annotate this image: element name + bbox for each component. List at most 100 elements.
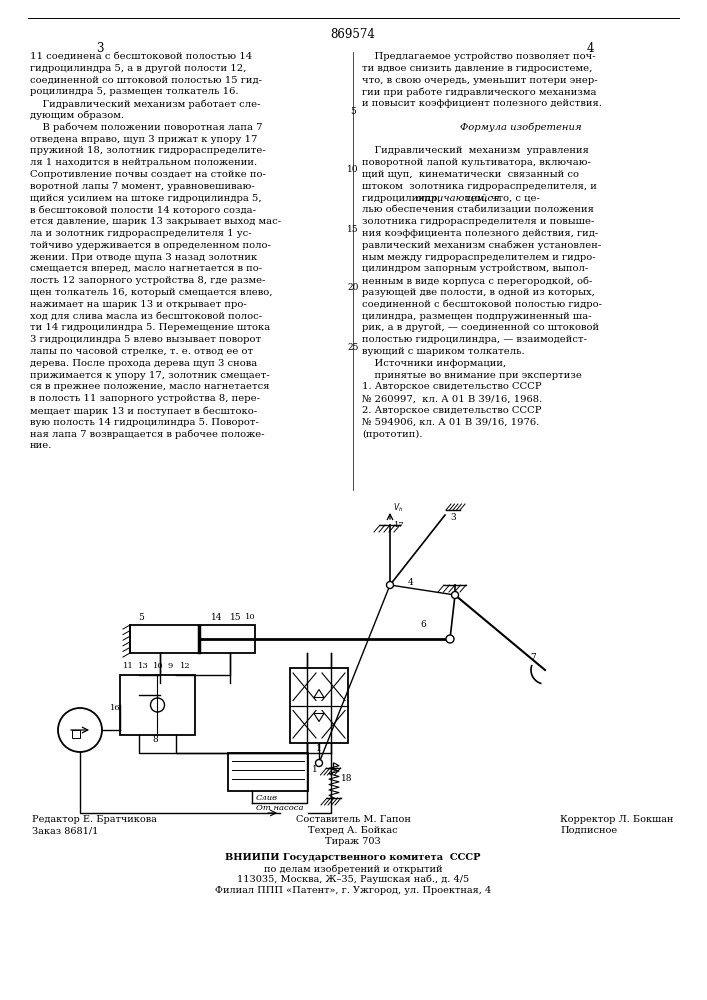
- Text: по делам изобретений и открытий: по делам изобретений и открытий: [264, 864, 443, 874]
- Text: ла и золотник гидрораспределителя 1 ус-: ла и золотник гидрораспределителя 1 ус-: [30, 229, 252, 238]
- Text: соединенной с бесштоковой полостью гидро-: соединенной с бесштоковой полостью гидро…: [362, 300, 602, 309]
- Text: 8: 8: [153, 735, 158, 744]
- Text: цилиндром запорным устройством, выпол-: цилиндром запорным устройством, выпол-: [362, 264, 588, 273]
- Text: гидроцилиндр,: гидроцилиндр,: [362, 194, 444, 203]
- Text: 1. Авторское свидетельство СССР: 1. Авторское свидетельство СССР: [362, 382, 542, 391]
- Text: ВНИИПИ Государственного комитета  СССР: ВНИИПИ Государственного комитета СССР: [226, 853, 481, 862]
- Text: 13: 13: [138, 662, 148, 670]
- Text: щен толкатель 16, который смещается влево,: щен толкатель 16, который смещается влев…: [30, 288, 272, 297]
- Text: Гидравлический механизм работает сле-: Гидравлический механизм работает сле-: [30, 99, 260, 109]
- Text: лапы по часовой стрелке, т. е. отвод ее от: лапы по часовой стрелке, т. е. отвод ее …: [30, 347, 253, 356]
- Text: гидроцилиндра 5, а в другой полости 12,: гидроцилиндра 5, а в другой полости 12,: [30, 64, 246, 73]
- Text: Филиал ППП «Патент», г. Ужгород, ул. Проектная, 4: Филиал ППП «Патент», г. Ужгород, ул. Про…: [215, 886, 491, 895]
- Text: 3: 3: [450, 513, 455, 522]
- Text: дующим образом.: дующим образом.: [30, 111, 124, 120]
- Bar: [72, 730, 80, 738]
- Text: 4: 4: [407, 578, 414, 587]
- Text: вую полость 14 гидроцилиндра 5. Поворот-: вую полость 14 гидроцилиндра 5. Поворот-: [30, 418, 259, 427]
- Text: От насоса: От насоса: [256, 804, 303, 812]
- Bar: [130, 625, 255, 653]
- Text: ется давление, шарик 13 закрывает выход мас-: ется давление, шарик 13 закрывает выход …: [30, 217, 281, 226]
- Text: 1: 1: [312, 765, 317, 774]
- Circle shape: [387, 582, 394, 588]
- Text: № 260997,  кл. А 01 В 39/16, 1968.: № 260997, кл. А 01 В 39/16, 1968.: [362, 394, 542, 403]
- Text: ным между гидрораспределителем и гидро-: ным между гидрораспределителем и гидро-: [362, 253, 595, 262]
- Text: ся в прежнее положение, масло нагнетается: ся в прежнее положение, масло нагнетаетс…: [30, 382, 269, 391]
- Text: тем, что, с це-: тем, что, с це-: [462, 194, 540, 203]
- Text: соединенной со штоковой полостью 15 гид-: соединенной со штоковой полостью 15 гид-: [30, 76, 262, 85]
- Text: 2. Авторское свидетельство СССР: 2. Авторское свидетельство СССР: [362, 406, 542, 415]
- Text: ния коэффициента полезного действия, гид-: ния коэффициента полезного действия, гид…: [362, 229, 598, 238]
- Text: 6: 6: [420, 620, 426, 629]
- Text: дерева. После прохода дерева щуп 3 снова: дерева. После прохода дерева щуп 3 снова: [30, 359, 257, 368]
- Text: 15: 15: [230, 613, 242, 622]
- Text: смещается вперед, масло нагнетается в по-: смещается вперед, масло нагнетается в по…: [30, 264, 262, 273]
- Text: 14: 14: [211, 613, 223, 622]
- Text: ля 1 находится в нейтральном положении.: ля 1 находится в нейтральном положении.: [30, 158, 257, 167]
- Text: ние.: ние.: [30, 441, 52, 450]
- Text: ненным в виде корпуса с перегородкой, об-: ненным в виде корпуса с перегородкой, об…: [362, 276, 592, 286]
- Text: в бесштоковой полости 14 которого созда-: в бесштоковой полости 14 которого созда-: [30, 205, 256, 215]
- Text: в полость 11 запорного устройства 8, пере-: в полость 11 запорного устройства 8, пер…: [30, 394, 260, 403]
- Text: Техред А. Бойкас: Техред А. Бойкас: [308, 826, 398, 835]
- Bar: [228, 753, 308, 791]
- Text: ход для слива масла из бесштоковой полос-: ход для слива масла из бесштоковой полос…: [30, 312, 262, 321]
- Text: 11: 11: [123, 662, 134, 670]
- Text: что, в свою очередь, уменьшит потери энер-: что, в свою очередь, уменьшит потери эне…: [362, 76, 597, 85]
- Text: воротной лапы 7 момент, уравновешиваю-: воротной лапы 7 момент, уравновешиваю-: [30, 182, 255, 191]
- Text: Источники информации,: Источники информации,: [362, 359, 506, 368]
- Text: роцилиндра 5, размещен толкатель 16.: роцилиндра 5, размещен толкатель 16.: [30, 87, 238, 96]
- Text: вующий с шариком толкатель.: вующий с шариком толкатель.: [362, 347, 525, 356]
- Text: Заказ 8681/1: Заказ 8681/1: [32, 826, 98, 835]
- Text: Сопротивление почвы создает на стойке по-: Сопротивление почвы создает на стойке по…: [30, 170, 266, 179]
- Text: (прототип).: (прототип).: [362, 430, 423, 439]
- Text: $V_h$: $V_h$: [393, 501, 403, 514]
- Text: 869574: 869574: [331, 28, 375, 41]
- Text: щийся усилием на штоке гидроцилиндра 5,: щийся усилием на штоке гидроцилиндра 5,: [30, 194, 262, 203]
- Text: 7: 7: [530, 653, 536, 662]
- Text: штоком  золотника гидрораспределителя, и: штоком золотника гидрораспределителя, и: [362, 182, 597, 191]
- Text: 5: 5: [350, 106, 356, 115]
- Text: гии при работе гидравлического механизма: гии при работе гидравлического механизма: [362, 87, 597, 97]
- Text: равлический механизм снабжен установлен-: равлический механизм снабжен установлен-: [362, 241, 601, 250]
- Text: Тираж 703: Тираж 703: [325, 837, 381, 846]
- Text: поворотной лапой культиватора, включаю-: поворотной лапой культиватора, включаю-: [362, 158, 591, 167]
- Text: золотника гидрораспределителя и повыше-: золотника гидрораспределителя и повыше-: [362, 217, 595, 226]
- Circle shape: [446, 635, 454, 643]
- Text: лью обеспечения стабилизации положения: лью обеспечения стабилизации положения: [362, 205, 594, 214]
- Text: лость 12 запорного устройства 8, где разме-: лость 12 запорного устройства 8, где раз…: [30, 276, 266, 285]
- Text: мещает шарик 13 и поступает в бесштоко-: мещает шарик 13 и поступает в бесштоко-: [30, 406, 257, 416]
- Text: и повысит коэффициент полезного действия.: и повысит коэффициент полезного действия…: [362, 99, 602, 108]
- Text: Формула изобретения: Формула изобретения: [460, 123, 581, 132]
- Text: пружиной 18, золотник гидрораспределите-: пружиной 18, золотник гидрораспределите-: [30, 146, 266, 155]
- Text: Составитель М. Гапон: Составитель М. Гапон: [296, 815, 411, 824]
- Text: полостью гидроцилиндра, — взаимодейст-: полостью гидроцилиндра, — взаимодейст-: [362, 335, 587, 344]
- Text: 9: 9: [168, 662, 173, 670]
- Text: рик, а в другой, — соединенной со штоковой: рик, а в другой, — соединенной со штоков…: [362, 323, 599, 332]
- Text: Предлагаемое устройство позволяет поч-: Предлагаемое устройство позволяет поч-: [362, 52, 595, 61]
- Text: цилиндра, размещен подпружиненный ша-: цилиндра, размещен подпружиненный ша-: [362, 312, 592, 321]
- Bar: [290, 668, 348, 743]
- Text: принятые во внимание при экспертизе: принятые во внимание при экспертизе: [362, 371, 582, 380]
- Text: В рабочем положении поворотная лапа 7: В рабочем положении поворотная лапа 7: [30, 123, 262, 132]
- Text: разующей две полости, в одной из которых,: разующей две полости, в одной из которых…: [362, 288, 595, 297]
- Text: 11 соединена с бесштоковой полостью 14: 11 соединена с бесштоковой полостью 14: [30, 52, 252, 61]
- Text: 10: 10: [245, 613, 256, 621]
- Text: 12: 12: [180, 662, 191, 670]
- Text: 16: 16: [110, 704, 121, 712]
- Text: щий щуп,  кинематически  связанный со: щий щуп, кинематически связанный со: [362, 170, 579, 179]
- Text: 1: 1: [316, 744, 322, 753]
- Text: 3 гидроцилиндра 5 влево вызывает поворот: 3 гидроцилиндра 5 влево вызывает поворот: [30, 335, 261, 344]
- Text: Подписное: Подписное: [560, 826, 617, 835]
- Text: 5: 5: [138, 613, 144, 622]
- Bar: [120, 675, 195, 735]
- Text: 3: 3: [96, 42, 104, 55]
- Text: Редактор Е. Братчикова: Редактор Е. Братчикова: [32, 815, 157, 824]
- Text: прижимается к упору 17, золотник смещает-: прижимается к упору 17, золотник смещает…: [30, 371, 270, 380]
- Text: тойчиво удерживается в определенном поло-: тойчиво удерживается в определенном поло…: [30, 241, 271, 250]
- Text: отведена вправо, щуп 3 прижат к упору 17: отведена вправо, щуп 3 прижат к упору 17: [30, 135, 257, 144]
- Circle shape: [315, 760, 322, 766]
- Text: 18: 18: [341, 774, 353, 783]
- Text: 20: 20: [347, 284, 358, 292]
- Text: жении. При отводе щупа 3 назад золотник: жении. При отводе щупа 3 назад золотник: [30, 253, 257, 262]
